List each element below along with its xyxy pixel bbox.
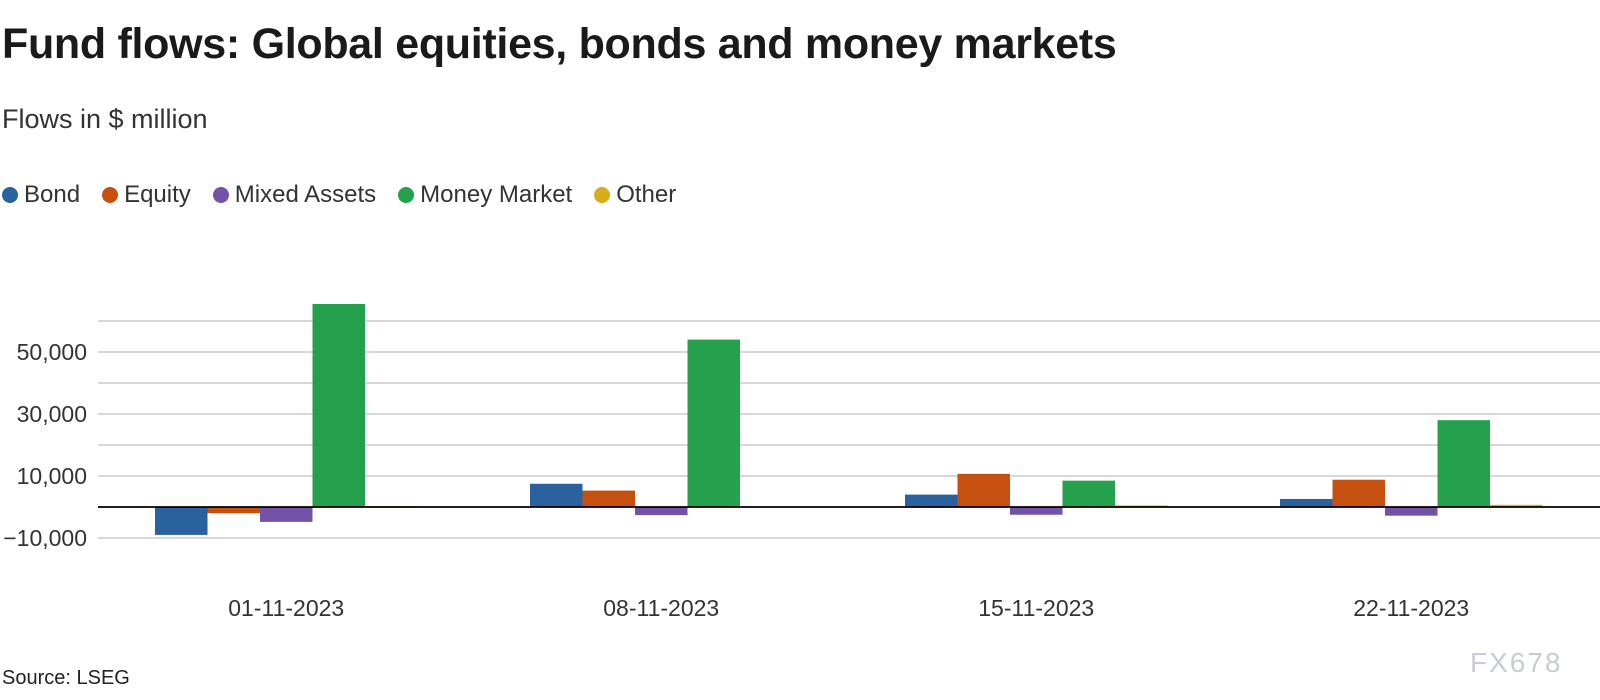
legend-label-bond: Bond bbox=[24, 181, 81, 208]
legend-item-other: Other bbox=[594, 181, 676, 209]
x-tick-label: 15-11-2023 bbox=[978, 595, 1094, 621]
bar bbox=[582, 490, 635, 507]
legend-item-mixed-assets: Mixed Assets bbox=[212, 181, 377, 209]
chart-subtitle: Flows in $ million bbox=[2, 104, 208, 134]
bar bbox=[1385, 507, 1438, 516]
bar bbox=[1332, 479, 1385, 507]
bar bbox=[155, 507, 208, 535]
x-tick-label: 22-11-2023 bbox=[1353, 595, 1469, 621]
y-tick-label: 50,000 bbox=[17, 339, 87, 365]
bar bbox=[530, 483, 583, 507]
bar bbox=[957, 473, 1010, 507]
legend-dot-mixed-assets bbox=[212, 187, 229, 203]
x-tick-label: 08-11-2023 bbox=[603, 595, 719, 621]
legend-item-bond: Bond bbox=[2, 181, 80, 209]
bar bbox=[207, 507, 260, 514]
watermark: FX678 bbox=[1470, 647, 1563, 678]
bar bbox=[1010, 507, 1063, 515]
legend: Bond Equity Mixed Assets Money Market Ot… bbox=[2, 181, 698, 209]
legend-label-other: Other bbox=[616, 181, 677, 208]
bar bbox=[687, 339, 740, 507]
bar bbox=[260, 507, 313, 522]
legend-dot-money-market bbox=[398, 187, 415, 203]
y-tick-label: 10,000 bbox=[17, 463, 87, 489]
x-tick-label: 01-11-2023 bbox=[228, 595, 344, 621]
legend-label-money-market: Money Market bbox=[420, 181, 573, 208]
bar bbox=[635, 507, 688, 516]
bar bbox=[1062, 480, 1115, 507]
legend-item-money-market: Money Market bbox=[398, 181, 572, 209]
bar bbox=[905, 494, 958, 507]
y-tick-label: −10,000 bbox=[3, 525, 87, 551]
legend-dot-bond bbox=[2, 187, 18, 203]
bar bbox=[1437, 420, 1490, 507]
y-tick-label: 30,000 bbox=[17, 401, 87, 427]
bar bbox=[312, 303, 365, 507]
legend-label-mixed-assets: Mixed Assets bbox=[234, 181, 377, 208]
bar bbox=[1490, 504, 1543, 507]
legend-label-equity: Equity bbox=[124, 181, 191, 208]
chart-title: Fund flows: Global equities, bonds and m… bbox=[2, 20, 1117, 68]
legend-dot-other bbox=[594, 187, 611, 203]
legend-item-equity: Equity bbox=[102, 181, 191, 209]
source-note: Source: LSEG bbox=[2, 667, 130, 689]
legend-dot-equity bbox=[102, 187, 119, 203]
bar bbox=[1280, 498, 1333, 507]
